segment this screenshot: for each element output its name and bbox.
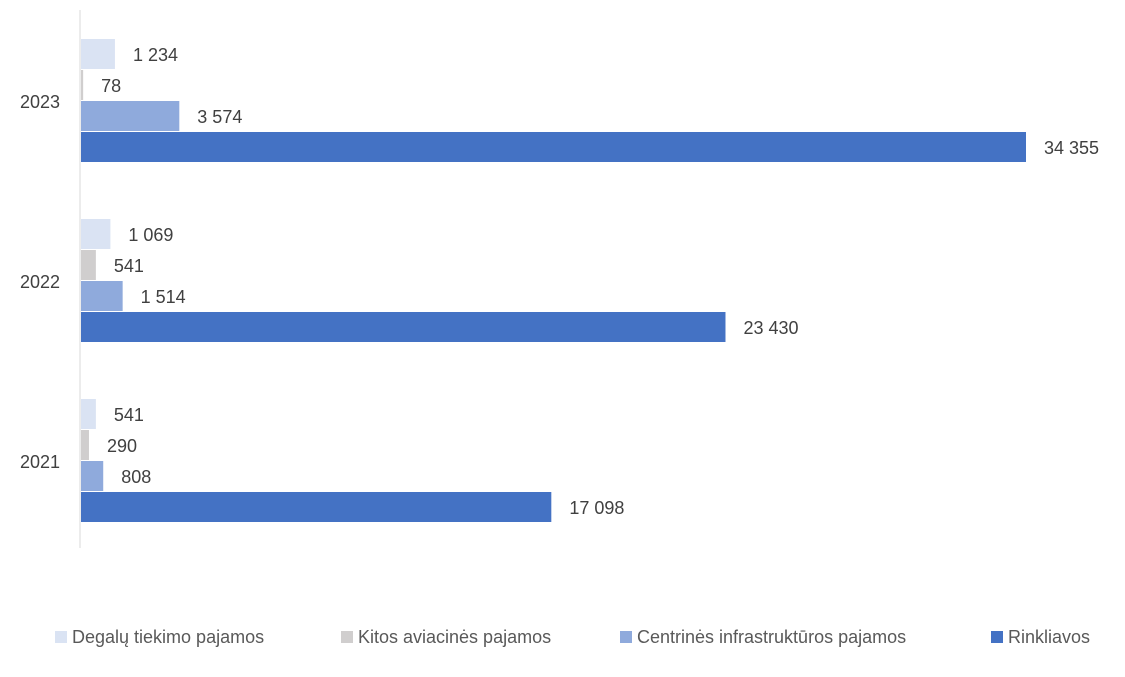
bar-2022-series-3	[81, 281, 123, 311]
bar-series-group	[81, 39, 1026, 522]
legend-swatch-series-3	[620, 631, 632, 643]
bar-2021-series-1	[81, 399, 96, 429]
data-label-2022-series-4: 23 430	[743, 318, 798, 338]
data-label-2022-series-3: 1 514	[141, 287, 186, 307]
data-label-2021-series-3: 808	[121, 467, 151, 487]
legend-swatch-series-1	[55, 631, 67, 643]
data-label-2021-series-4: 17 098	[569, 498, 624, 518]
legend-label-series-1: Degalų tiekimo pajamos	[72, 627, 264, 647]
legend: Degalų tiekimo pajamos Kitos aviacinės pa…	[55, 627, 1090, 647]
category-axis: 2023 2022 2021	[20, 92, 60, 472]
legend-swatch-series-4	[991, 631, 1003, 643]
category-label-2022: 2022	[20, 272, 60, 292]
legend-swatch-series-2	[341, 631, 353, 643]
bar-2023-series-3	[81, 101, 180, 131]
data-label-2022-series-2: 541	[114, 256, 144, 276]
bar-2022-series-2	[81, 250, 96, 280]
category-label-2023: 2023	[20, 92, 60, 112]
data-label-2023-series-3: 3 574	[197, 107, 242, 127]
bar-2022-series-1	[81, 219, 111, 249]
data-label-2021-series-2: 290	[107, 436, 137, 456]
data-label-2022-series-1: 1 069	[128, 225, 173, 245]
bar-2023-series-1	[81, 39, 115, 69]
data-label-2021-series-1: 541	[114, 405, 144, 425]
data-label-2023-series-4: 34 355	[1044, 138, 1099, 158]
data-label-2023-series-1: 1 234	[133, 45, 178, 65]
data-label-2023-series-2: 78	[101, 76, 121, 96]
legend-label-series-2: Kitos aviacinės pajamos	[358, 627, 551, 647]
bar-2023-series-2	[81, 70, 84, 100]
category-label-2021: 2021	[20, 452, 60, 472]
bar-2022-series-4	[81, 312, 726, 342]
bar-2021-series-2	[81, 430, 89, 460]
bar-2021-series-3	[81, 461, 104, 491]
bar-2021-series-4	[81, 492, 552, 522]
legend-label-series-3: Centrinės infrastruktūros pajamos	[637, 627, 906, 647]
data-labels-group: 1 234 78 3 574 34 355 1 069 541 1 514 23 430 541…	[101, 45, 1099, 518]
bar-2023-series-4	[81, 132, 1026, 162]
legend-label-series-4: Rinkliavos	[1008, 627, 1090, 647]
